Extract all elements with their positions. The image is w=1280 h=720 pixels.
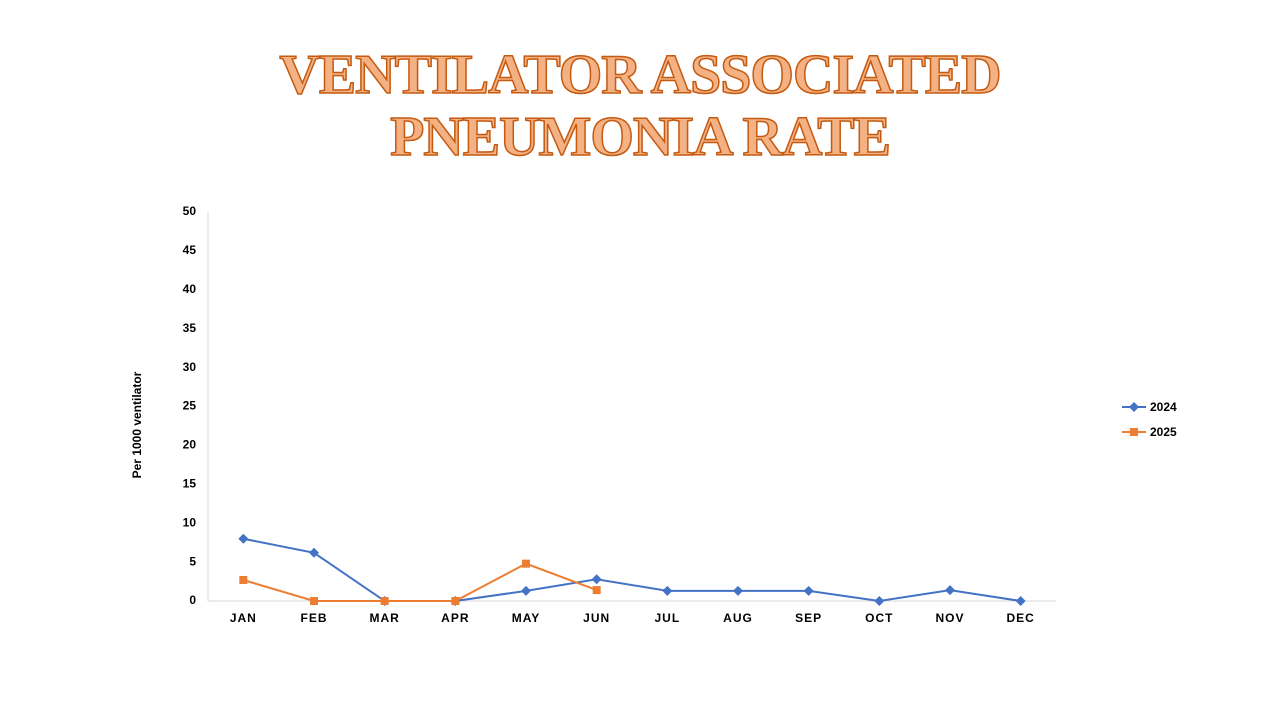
x-tick-label: SEP	[795, 611, 822, 625]
series-line	[243, 562, 598, 602]
y-axis-label: Per 1000 ventilator	[130, 371, 144, 478]
x-tick-label: JUL	[654, 611, 680, 625]
data-point	[380, 597, 389, 605]
x-tick-label: APR	[441, 611, 469, 625]
x-tick-label: FEB	[301, 611, 328, 625]
data-point	[733, 585, 743, 596]
legend-label: 2024	[1150, 400, 1177, 414]
legend-marker	[1129, 402, 1139, 412]
y-tick-label: 30	[183, 360, 197, 374]
x-tick-label: MAR	[370, 611, 400, 625]
y-tick-label: 25	[183, 399, 197, 413]
data-point	[239, 575, 248, 584]
y-tick-label: 15	[183, 476, 197, 490]
data-point	[1015, 596, 1026, 606]
data-point	[521, 585, 531, 596]
x-tick-label: JUN	[583, 611, 610, 625]
data-point	[309, 547, 319, 558]
y-tick-label: 0	[189, 593, 196, 607]
x-tick-label: MAY	[512, 611, 541, 625]
y-tick-label: 50	[183, 204, 197, 218]
data-point	[591, 574, 602, 585]
x-tick-label: OCT	[865, 611, 893, 625]
y-tick-label: 5	[189, 554, 196, 568]
data-point	[662, 585, 673, 596]
data-point	[238, 533, 249, 544]
x-tick-label: JAN	[230, 611, 257, 625]
data-point	[945, 585, 955, 596]
y-tick-label: 20	[183, 438, 197, 452]
data-point	[803, 585, 814, 596]
y-tick-label: 10	[183, 515, 197, 529]
y-tick-label: 35	[183, 321, 197, 335]
data-point	[592, 586, 601, 595]
legend-label: 2025	[1150, 425, 1177, 439]
chart-title: VENTILATOR ASSOCIATED PNEUMONIA RATE	[279, 43, 1003, 169]
legend-marker	[1130, 428, 1138, 436]
x-tick-label: AUG	[723, 611, 753, 625]
series-line	[243, 537, 1021, 603]
y-tick-label: 40	[183, 282, 197, 296]
x-tick-label: DEC	[1006, 611, 1034, 625]
data-point	[874, 596, 885, 606]
y-tick-label: 45	[183, 243, 197, 257]
x-tick-label: NOV	[935, 611, 964, 625]
data-point	[451, 597, 460, 605]
data-point	[310, 597, 318, 605]
data-point	[522, 559, 530, 568]
